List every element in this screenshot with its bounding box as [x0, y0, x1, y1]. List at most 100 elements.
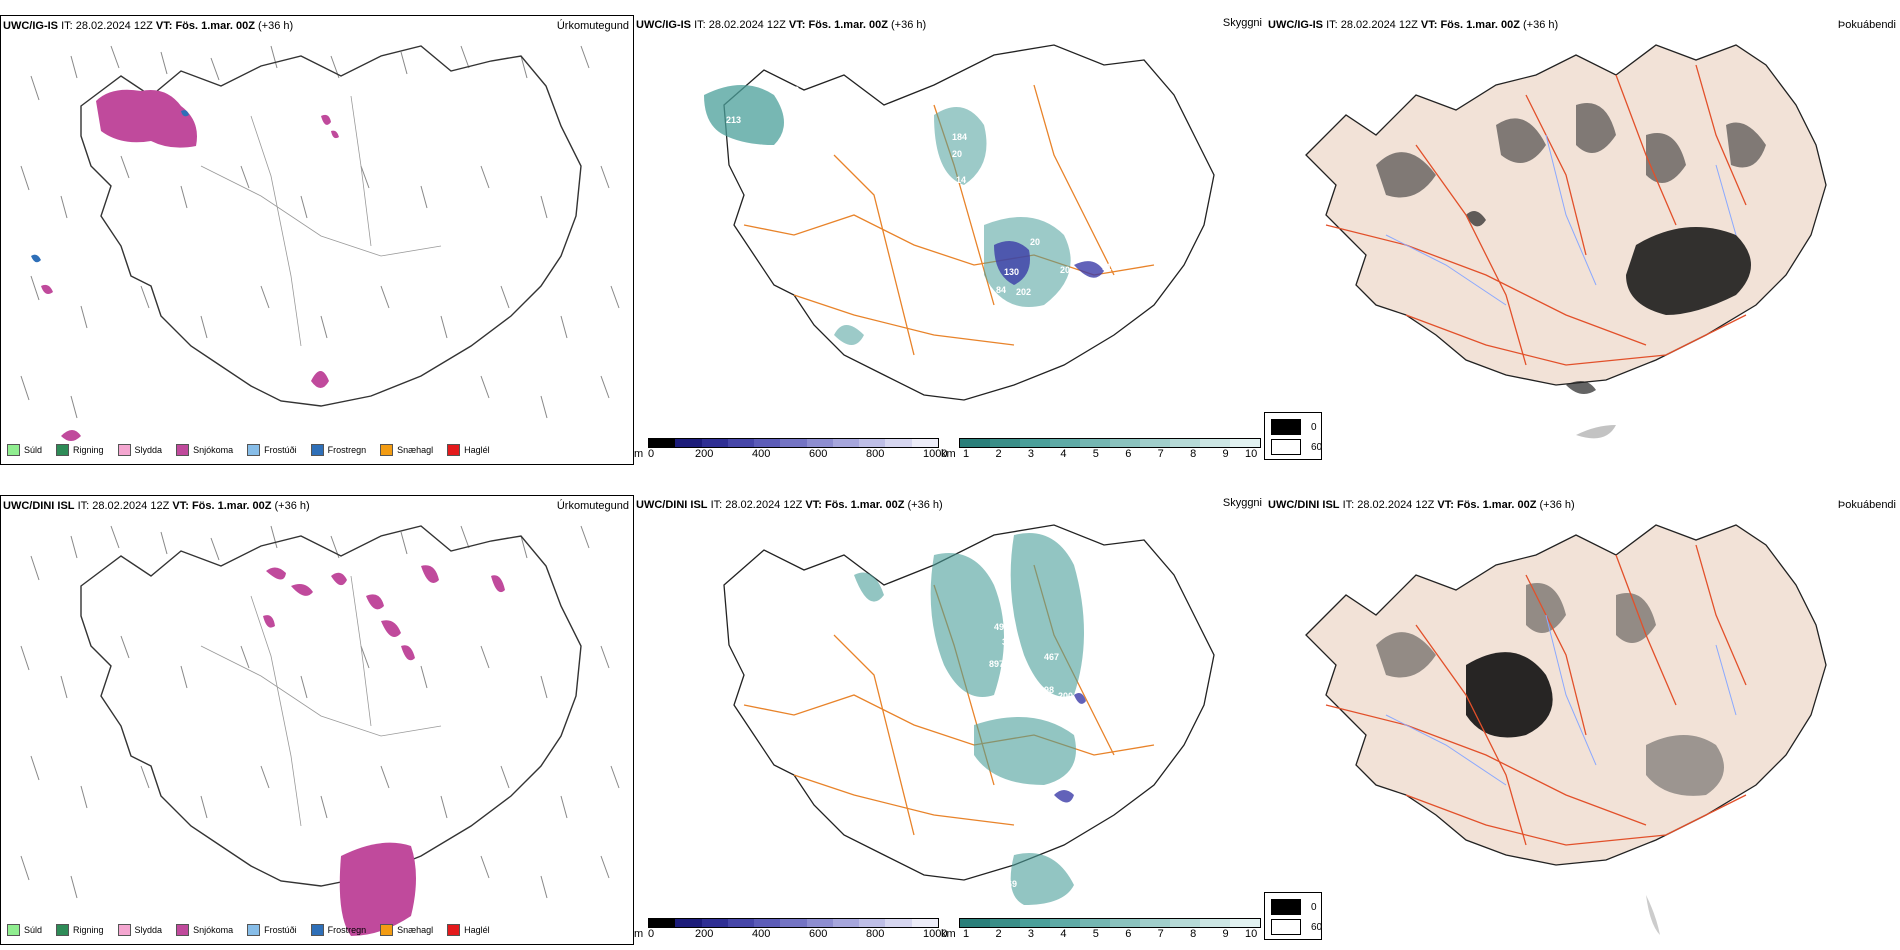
vis-label: 202: [1016, 287, 1031, 297]
fog-legend-row: 60: [1271, 439, 1322, 455]
vis-label: 67: [804, 159, 814, 169]
vis-label: 969: [1002, 879, 1017, 889]
scale-tick: 400: [752, 448, 771, 460]
scale-tick: 3: [1027, 928, 1034, 940]
legend-label: Súld: [24, 925, 43, 935]
fog-map-top: [1305, 44, 1827, 439]
fog-legend-label: 0: [1311, 901, 1317, 913]
legend-swatch: [380, 444, 394, 456]
panel-title: Þokuábendi: [1837, 499, 1896, 511]
precip-legend-item: Haglél: [447, 924, 490, 936]
legend-label: Frostúði: [264, 445, 297, 455]
vis-label: 20: [952, 149, 962, 159]
fog-legend-row: 60: [1271, 919, 1322, 935]
legend-swatch: [56, 444, 70, 456]
fog-legend-swatch: [1271, 419, 1301, 435]
panel-title: Skyggni: [1222, 497, 1262, 509]
fog-legend-label: 60: [1311, 441, 1323, 453]
panel-header: UWC/DINI ISL IT: 28.02.2024 12Z VT: Fös.…: [1268, 499, 1575, 511]
precip-legend: Súld Rigning Slydda Snjókoma Frostúði Frostre…: [1, 436, 490, 464]
legend-swatch: [380, 924, 394, 936]
precip-panel-top: UWC/IG-IS IT: 28.02.2024 12Z VT: Fös. 1.…: [0, 15, 634, 465]
vis-label: 250: [954, 717, 969, 727]
precip-legend-item: Frostregn: [310, 924, 366, 936]
legend-swatch: [310, 444, 324, 456]
visibility-panel-top: 213 412 107 67 184 20 14 130 202 84 11 2…: [634, 15, 1264, 463]
scale-tick: 4: [1060, 928, 1067, 940]
scale-tick: 200: [695, 448, 714, 460]
visibility-scale-m: m 0 200 400 600 800 1000: [634, 918, 947, 943]
panel-header: UWC/DINI ISL IT: 28.02.2024 12Z VT: Fös.…: [636, 499, 943, 511]
panel-title: Þokuábendi: [1837, 19, 1896, 31]
vis-label: 490: [994, 622, 1009, 632]
vis-label: 200: [890, 719, 905, 729]
vis-label: 140: [1111, 739, 1126, 749]
precip-legend-item: Haglél: [447, 444, 490, 456]
vis-label: 115: [1102, 262, 1117, 272]
legend-label: Haglél: [464, 445, 490, 455]
scale-tick: 400: [752, 928, 771, 940]
scale-tick: 9: [1222, 448, 1229, 460]
precip-legend-item: Snæhagl: [380, 924, 433, 936]
precip-legend-item: Snjókoma: [176, 924, 233, 936]
scale-tick: 0: [648, 448, 655, 460]
scale-tick: 800: [866, 448, 885, 460]
scale-tick: 8: [1190, 928, 1197, 940]
precip-legend-item: Snjókoma: [176, 444, 233, 456]
scale-tick: 200: [695, 928, 714, 940]
visibility-map-bottom: 490 37 897 467 98 250 200 140 66 27 969 …: [723, 524, 1215, 905]
precip-legend-item: Frostregn: [310, 444, 367, 456]
vis-label: 84: [996, 285, 1006, 295]
iceland-outline-bottom: [80, 525, 582, 887]
precip-panel-bottom: UWC/DINI ISL IT: 28.02.2024 12Z VT: Fös.…: [0, 495, 634, 945]
scale-tick: 6: [1125, 928, 1132, 940]
legend-swatch: [117, 924, 131, 936]
legend-swatch: [7, 444, 20, 456]
precip-legend: Súld Rigning Slydda Snjókoma Frostúði Frostre…: [1, 916, 490, 944]
vis-label: 27: [1178, 629, 1188, 639]
vis-label: 107: [779, 142, 794, 152]
scale-tick: 600: [809, 928, 828, 940]
fog-legend-swatch: [1271, 439, 1301, 455]
visibility-scale-km: km 1 2 3 4 5 6 7 8 9 10: [941, 918, 1261, 943]
vis-label: 11: [1006, 307, 1016, 317]
fog-panel-top: UWC/IG-IS IT: 28.02.2024 12Z VT: Fös. 1.…: [1266, 15, 1900, 463]
legend-label: Snjókoma: [193, 925, 234, 935]
precip-legend-item: Slydda: [117, 444, 162, 456]
fog-legend-bottom: 0 60: [1264, 892, 1322, 940]
fog-map-bottom: [1305, 524, 1827, 935]
scale-tick: 7: [1157, 928, 1164, 940]
panel-header: UWC/IG-IS IT: 28.02.2024 12Z VT: Fös. 1.…: [1268, 19, 1559, 31]
legend-swatch: [176, 444, 190, 456]
precip-legend-item: Frostúði: [247, 444, 297, 456]
snow-area-nw: [96, 89, 197, 148]
fog-legend-swatch: [1271, 899, 1301, 915]
legend-label: Frostregn: [327, 445, 367, 455]
legend-label: Slydda: [134, 925, 163, 935]
legend-swatch: [247, 924, 261, 936]
vis-label: 21: [1000, 323, 1010, 333]
precip-legend-item: Súld: [7, 924, 42, 936]
scale-tick: 8: [1190, 448, 1197, 460]
scale-tick: 600: [809, 448, 828, 460]
vis-label: 200: [1058, 691, 1073, 701]
vis-label: 467: [1044, 652, 1059, 662]
precip-legend-item: Rigning: [56, 444, 104, 456]
scale-tick: 7: [1157, 448, 1164, 460]
vis-label: 23: [934, 385, 944, 395]
precip-legend-item: Slydda: [117, 924, 163, 936]
vis-label: 14: [956, 175, 966, 185]
scale-tick: 10: [1245, 928, 1258, 940]
panel-title: Úrkomutegund: [556, 500, 629, 512]
visibility-scale-km: km 1 2 3 4 5 6 7 8 9 10: [941, 438, 1261, 463]
fog-legend-label: 60: [1311, 921, 1323, 933]
precip-map-bottom: [20, 525, 620, 936]
scale-tick: 5: [1092, 928, 1099, 940]
fog-dense-area: [1466, 652, 1553, 738]
panel-title: Úrkomutegund: [556, 20, 629, 32]
scale-tick: 3: [1027, 448, 1034, 460]
fog-legend-row: 0: [1271, 419, 1317, 435]
vis-label: 213: [726, 115, 741, 125]
scale-tick: 4: [1060, 448, 1067, 460]
snow-area-south: [339, 842, 416, 936]
